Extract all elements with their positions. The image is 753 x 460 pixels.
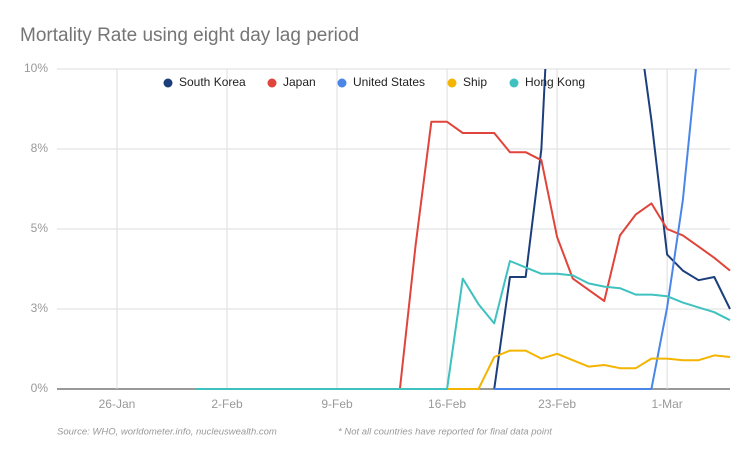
legend-label: Japan [283,75,316,89]
x-tick-label: 23-Feb [538,397,576,411]
labels: 0% 3% 5% 8% 10% 26-Jan 2-Feb 9-Feb 16-Feb 23-Feb 1… [24,61,683,411]
x-tick-label: 1-Mar [651,397,682,411]
series-line [494,69,697,390]
series-line [195,260,731,390]
legend-swatch [163,78,173,88]
grid [57,68,730,390]
y-tick-label: 10% [24,61,48,75]
legend-label: Ship [463,75,487,89]
legend-label: United States [353,75,425,89]
series-line [398,120,731,390]
legend-label: Hong Kong [525,75,585,89]
x-tick-label: 9-Feb [321,397,353,411]
chart-title: Mortality Rate using eight day lag perio… [20,25,359,46]
series-line [195,349,731,390]
series-line [493,69,731,390]
legend-label: South Korea [179,75,246,89]
source-note: Source: WHO, worldometer.info, nucleuswe… [57,427,277,438]
y-tick-label: 0% [31,381,49,395]
x-tick-label: 2-Feb [211,397,243,411]
legend-swatch [447,78,457,88]
x-tick-label: 26-Jan [99,397,136,411]
plot [195,69,731,390]
legend-swatch [267,78,277,88]
legend-swatch [337,78,347,88]
y-tick-label: 5% [31,221,49,235]
x-tick-label: 16-Feb [428,397,466,411]
legend-swatch [509,78,519,88]
footnote: * Not all countries have reported for fi… [338,427,552,438]
y-tick-label: 8% [31,141,49,155]
y-tick-label: 3% [31,301,49,315]
